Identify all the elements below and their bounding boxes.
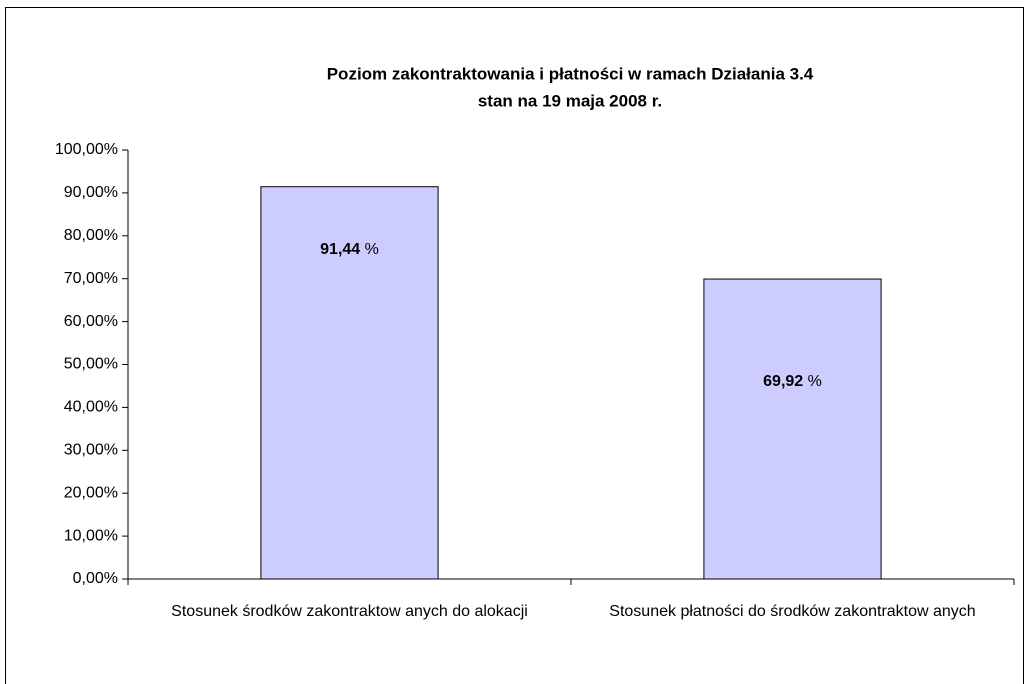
y-tick-label: 100,00% [55, 141, 118, 158]
y-tick-label: 40,00% [64, 399, 118, 416]
y-tick-label: 90,00% [64, 184, 118, 201]
y-tick-label: 60,00% [64, 313, 118, 330]
chart-subtitle: stan na 19 maja 2008 r. [478, 91, 662, 110]
y-tick-label: 80,00% [64, 227, 118, 244]
y-tick-label: 0,00% [73, 570, 118, 587]
y-tick-label: 10,00% [64, 527, 118, 544]
x-tick-label: Stosunek płatności do środków zakontrakt… [609, 603, 976, 620]
value-label: 91,44 % [320, 241, 379, 258]
bar [260, 186, 439, 580]
bar [703, 278, 882, 580]
y-tick-label: 30,00% [64, 442, 118, 459]
y-tick-label: 20,00% [64, 484, 118, 501]
y-tick-label: 50,00% [64, 356, 118, 373]
y-tick-label: 70,00% [64, 270, 118, 287]
chart-title: Poziom zakontraktowania i płatności w ra… [327, 64, 814, 83]
x-tick-label: Stosunek środków zakontraktow anych do a… [171, 603, 528, 620]
value-label: 69,92 % [763, 373, 822, 390]
